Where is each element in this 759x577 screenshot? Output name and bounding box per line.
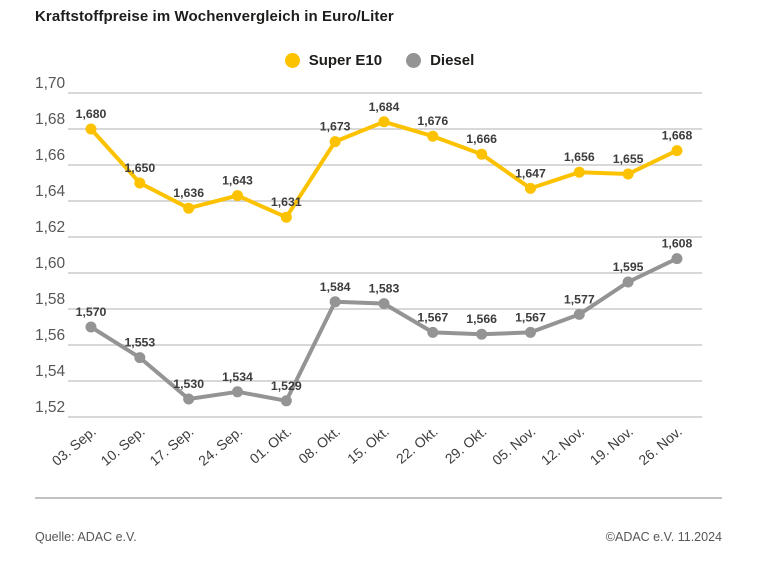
footer-divider	[35, 497, 722, 499]
y-tick-label: 1,52	[35, 399, 65, 416]
data-point-super-e10	[671, 145, 683, 157]
y-tick-label: 1,62	[35, 219, 65, 236]
footer-source: Quelle: ADAC e.V.	[35, 530, 137, 544]
data-label-diesel: 1,553	[124, 336, 155, 350]
y-tick-label: 1,64	[35, 183, 66, 200]
x-tick-label: 12. Nov.	[538, 423, 587, 468]
data-point-diesel	[476, 328, 488, 340]
y-tick-label: 1,54	[35, 363, 66, 380]
chart-legend: Super E10 Diesel	[0, 52, 759, 69]
data-label-diesel: 1,595	[613, 260, 644, 274]
data-point-super-e10	[476, 148, 488, 160]
data-point-super-e10	[280, 211, 292, 223]
data-point-super-e10	[329, 136, 341, 148]
data-label-diesel: 1,584	[320, 280, 351, 294]
data-point-diesel	[183, 393, 195, 405]
legend-item-super-e10: Super E10	[284, 52, 383, 69]
data-label-diesel: 1,570	[76, 305, 107, 319]
legend-swatch-icon	[406, 53, 422, 68]
x-tick-label: 08. Okt.	[295, 423, 343, 467]
data-label-super-e10: 1,647	[515, 166, 546, 180]
data-point-super-e10	[378, 116, 390, 128]
data-label-diesel: 1,566	[466, 312, 497, 326]
x-tick-label: 10. Sep.	[98, 423, 148, 469]
x-tick-label: 19. Nov.	[587, 423, 636, 468]
y-tick-label: 1,58	[35, 291, 65, 308]
x-tick-label: 29. Okt.	[442, 423, 490, 467]
data-point-diesel	[134, 352, 146, 364]
x-tick-label: 05. Nov.	[489, 423, 538, 468]
data-label-super-e10: 1,650	[124, 161, 155, 175]
data-point-super-e10	[622, 168, 634, 180]
data-label-super-e10: 1,643	[222, 174, 253, 188]
data-point-super-e10	[524, 182, 536, 194]
data-point-diesel	[280, 395, 292, 407]
data-label-diesel: 1,567	[417, 310, 448, 324]
data-label-super-e10: 1,631	[271, 195, 302, 209]
data-point-diesel	[378, 298, 390, 310]
data-point-super-e10	[427, 130, 439, 142]
x-tick-label: 24. Sep.	[195, 423, 245, 469]
data-label-super-e10: 1,636	[173, 186, 204, 200]
legend-label: Super E10	[308, 52, 383, 69]
data-label-diesel: 1,567	[515, 310, 546, 324]
data-label-super-e10: 1,666	[466, 132, 497, 146]
x-tick-label: 01. Okt.	[246, 423, 294, 467]
x-tick-label: 03. Sep.	[49, 423, 99, 469]
data-point-diesel	[231, 386, 243, 398]
data-label-super-e10: 1,676	[417, 114, 448, 128]
data-point-diesel	[573, 308, 585, 320]
data-point-super-e10	[134, 177, 146, 189]
data-point-diesel	[524, 326, 536, 338]
data-label-diesel: 1,529	[271, 379, 302, 393]
x-tick-label: 26. Nov.	[635, 423, 684, 468]
y-tick-label: 1,60	[35, 255, 66, 272]
y-tick-label: 1,68	[35, 111, 65, 128]
x-tick-label: 15. Okt.	[344, 423, 392, 467]
chart-title: Kraftstoffpreise im Wochenvergleich in E…	[35, 8, 394, 25]
data-point-super-e10	[231, 190, 243, 202]
data-label-super-e10: 1,684	[369, 100, 400, 114]
footer-copyright: ©ADAC e.V. 11.2024	[605, 530, 722, 544]
data-label-diesel: 1,577	[564, 292, 595, 306]
data-point-super-e10	[85, 123, 97, 135]
y-tick-label: 1,66	[35, 147, 65, 164]
data-point-diesel	[427, 326, 439, 338]
data-point-diesel	[329, 296, 341, 308]
data-point-diesel	[85, 321, 97, 333]
legend-label: Diesel	[430, 52, 475, 69]
data-label-diesel: 1,530	[173, 377, 204, 391]
data-point-super-e10	[183, 202, 195, 214]
y-tick-label: 1,70	[35, 75, 66, 92]
legend-swatch-icon	[284, 53, 300, 68]
data-label-super-e10: 1,668	[662, 129, 693, 143]
legend-item-diesel: Diesel	[406, 52, 474, 69]
y-tick-label: 1,56	[35, 327, 65, 344]
series-line-super-e10	[89, 119, 679, 220]
data-point-diesel	[622, 276, 634, 288]
data-label-super-e10: 1,656	[564, 150, 595, 164]
x-tick-label: 22. Okt.	[393, 423, 441, 467]
data-point-diesel	[671, 253, 683, 265]
data-label-super-e10: 1,680	[76, 107, 107, 121]
data-label-diesel: 1,534	[222, 370, 253, 384]
footer: Quelle: ADAC e.V. ©ADAC e.V. 11.2024	[35, 530, 722, 544]
data-label-super-e10: 1,655	[613, 152, 644, 166]
data-point-super-e10	[573, 166, 585, 178]
x-tick-label: 17. Sep.	[146, 423, 196, 469]
data-label-super-e10: 1,673	[320, 120, 351, 134]
data-label-diesel: 1,583	[369, 282, 400, 296]
data-label-diesel: 1,608	[662, 237, 693, 251]
